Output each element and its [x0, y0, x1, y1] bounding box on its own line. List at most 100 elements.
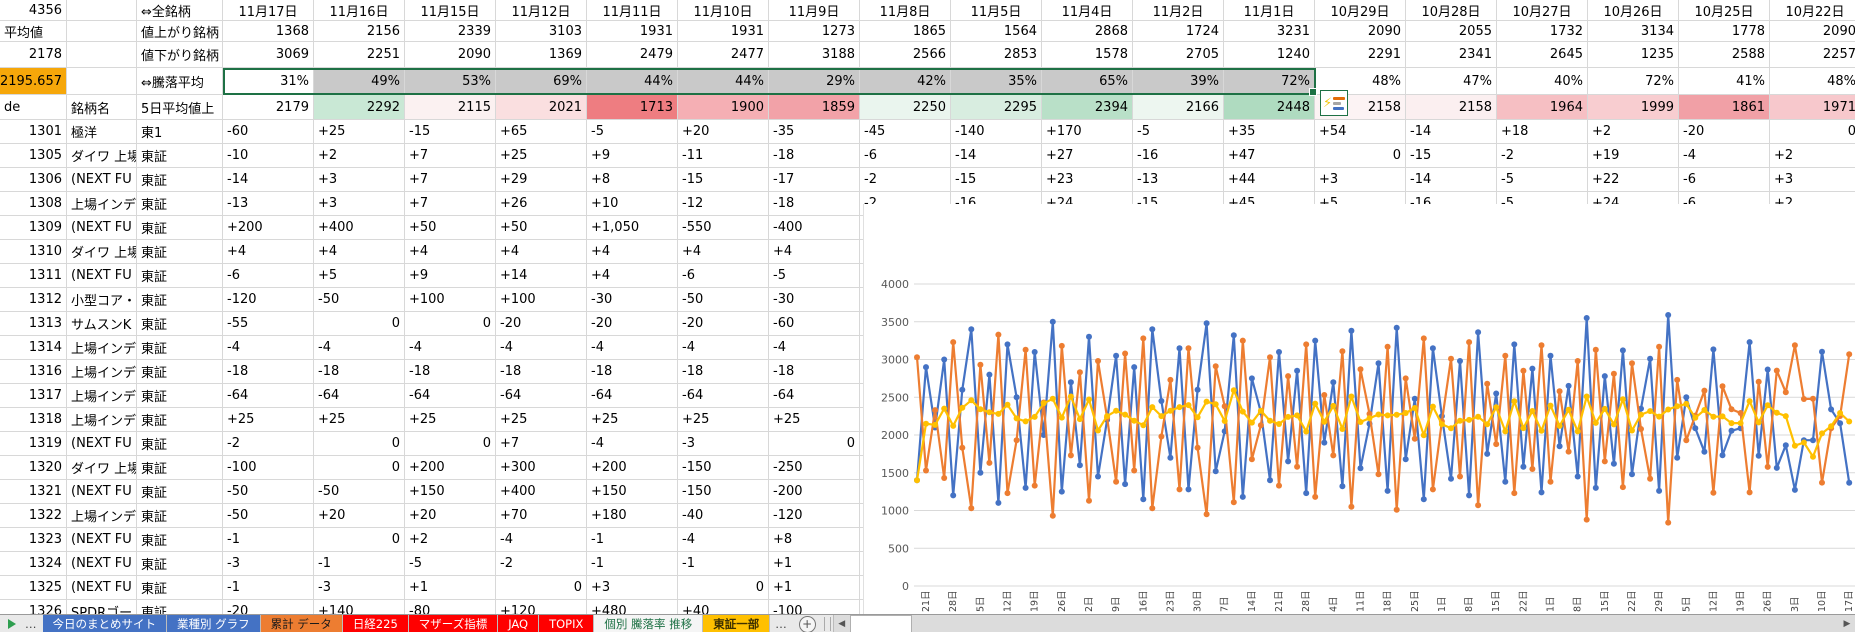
avg5-value-cell[interactable]: 2292	[314, 95, 405, 120]
stock-value-cell[interactable]: 0	[314, 456, 405, 480]
date-header-cell[interactable]: 11月10日	[678, 0, 769, 21]
stock-value-cell[interactable]: +7	[405, 144, 496, 168]
stock-value-cell[interactable]: +20	[678, 120, 769, 144]
stock-value-cell[interactable]: -6	[860, 144, 951, 168]
avg5-value-cell[interactable]: 2179	[223, 95, 314, 120]
avg5-value-cell[interactable]: 2166	[1133, 95, 1224, 120]
stock-value-cell[interactable]: -18	[496, 360, 587, 384]
stock-value-cell[interactable]: -50	[223, 480, 314, 504]
percent-cell[interactable]: 40%	[1497, 68, 1588, 95]
stock-value-cell[interactable]: -11	[678, 144, 769, 168]
advancers-count-cell[interactable]: 2090	[1315, 21, 1406, 42]
stock-value-cell[interactable]: -18	[769, 144, 860, 168]
scroll-left-icon[interactable]: ◀	[833, 615, 850, 632]
decliners-count-cell[interactable]: 2705	[1133, 42, 1224, 68]
stock-code-cell[interactable]: 1316	[0, 360, 67, 384]
stock-value-cell[interactable]: -4	[405, 336, 496, 360]
stock-value-cell[interactable]: -50	[314, 480, 405, 504]
stock-value-cell[interactable]: -200	[769, 480, 860, 504]
avg5-value-cell[interactable]: 1999	[1588, 95, 1679, 120]
stock-value-cell[interactable]: -30	[769, 288, 860, 312]
decliners-count-cell[interactable]: 2251	[314, 42, 405, 68]
stock-code-cell[interactable]: 1322	[0, 504, 67, 528]
stock-value-cell[interactable]: -15	[678, 168, 769, 192]
percent-cell[interactable]: 72%	[1588, 68, 1679, 95]
stock-value-cell[interactable]: -20	[1679, 120, 1770, 144]
stock-value-cell[interactable]: +170	[1042, 120, 1133, 144]
stock-value-cell[interactable]: -2	[223, 432, 314, 456]
stock-value-cell[interactable]: +2	[314, 144, 405, 168]
avg5-value-cell[interactable]: 1964	[1497, 95, 1588, 120]
stock-market-cell[interactable]: 東証	[137, 504, 223, 528]
stock-code-cell[interactable]: 1309	[0, 216, 67, 240]
stock-market-cell[interactable]: 東証	[137, 432, 223, 456]
sheet-tab[interactable]: 今日のまとめサイト	[42, 615, 167, 632]
stock-market-cell[interactable]: 東証	[137, 144, 223, 168]
stock-value-cell[interactable]: -10	[223, 144, 314, 168]
advancers-count-cell[interactable]: 3103	[496, 21, 587, 42]
stock-name-cell[interactable]: 上場インデ	[67, 408, 137, 432]
stock-value-cell[interactable]: -1	[223, 528, 314, 552]
decliners-count-cell[interactable]: 1235	[1588, 42, 1679, 68]
stock-value-cell[interactable]: -5	[769, 264, 860, 288]
stock-value-cell[interactable]: -50	[223, 504, 314, 528]
stock-value-cell[interactable]: -60	[769, 312, 860, 336]
tab-scroll-splitter[interactable]	[823, 617, 831, 631]
date-header-cell[interactable]: 10月25日	[1679, 0, 1770, 21]
stock-value-cell[interactable]: +400	[496, 480, 587, 504]
percent-cell[interactable]: 53%	[405, 68, 496, 95]
stock-value-cell[interactable]: -120	[223, 288, 314, 312]
stock-market-cell[interactable]: 東証	[137, 168, 223, 192]
avg5-value-cell[interactable]: 2250	[860, 95, 951, 120]
stock-value-cell[interactable]: +5	[314, 264, 405, 288]
stock-market-cell[interactable]: 東証	[137, 192, 223, 216]
scrollbar-thumb[interactable]	[849, 615, 912, 632]
stock-value-cell[interactable]: 0	[1315, 144, 1406, 168]
empty-cell[interactable]	[67, 21, 137, 42]
stock-value-cell[interactable]: -2	[1497, 144, 1588, 168]
stock-value-cell[interactable]: +2	[1770, 144, 1855, 168]
percent-cell[interactable]: 49%	[314, 68, 405, 95]
stock-value-cell[interactable]: -64	[678, 384, 769, 408]
sheet-tab-active[interactable]: 東証一部	[703, 615, 771, 632]
stock-value-cell[interactable]: -18	[314, 360, 405, 384]
stock-value-cell[interactable]: -250	[769, 456, 860, 480]
percent-cell[interactable]: 41%	[1679, 68, 1770, 95]
advancers-count-cell[interactable]: 1732	[1497, 21, 1588, 42]
stock-name-cell[interactable]: (NEXT FU	[67, 576, 137, 600]
stock-name-cell[interactable]: ダイワ 上場	[67, 240, 137, 264]
stock-code-cell[interactable]: 1325	[0, 576, 67, 600]
stock-value-cell[interactable]: 0	[496, 576, 587, 600]
stock-value-cell[interactable]: +8	[769, 528, 860, 552]
empty-cell[interactable]	[67, 68, 137, 95]
decliners-count-cell[interactable]: 2566	[860, 42, 951, 68]
percent-cell[interactable]: 69%	[496, 68, 587, 95]
stock-value-cell[interactable]: +4	[678, 240, 769, 264]
average-label-cell[interactable]: 平均値	[0, 21, 67, 42]
advancers-count-cell[interactable]: 1865	[860, 21, 951, 42]
name-label-cell[interactable]: 銘柄名	[67, 95, 137, 120]
stock-value-cell[interactable]: +4	[314, 240, 405, 264]
stock-value-cell[interactable]: -550	[678, 216, 769, 240]
stock-value-cell[interactable]: +7	[405, 168, 496, 192]
date-header-cell[interactable]: 11月12日	[496, 0, 587, 21]
stock-value-cell[interactable]: +2	[1588, 120, 1679, 144]
percent-cell[interactable]: 35%	[951, 68, 1042, 95]
stock-value-cell[interactable]: +2	[405, 528, 496, 552]
total-issues-cell[interactable]: 4356	[0, 0, 67, 21]
advancers-count-cell[interactable]: 1564	[951, 21, 1042, 42]
decliners-count-cell[interactable]: 2257	[1770, 42, 1855, 68]
stock-value-cell[interactable]: -17	[769, 168, 860, 192]
avg5-value-cell[interactable]: 1713	[587, 95, 678, 120]
stock-name-cell[interactable]: ダイワ 上場	[67, 144, 137, 168]
decliners-count-cell[interactable]: 1369	[496, 42, 587, 68]
stock-value-cell[interactable]: +19	[1588, 144, 1679, 168]
stock-value-cell[interactable]: -64	[769, 384, 860, 408]
stock-value-cell[interactable]: -40	[678, 504, 769, 528]
stock-value-cell[interactable]: -15	[951, 168, 1042, 192]
advancers-count-cell[interactable]: 1778	[1679, 21, 1770, 42]
stock-value-cell[interactable]: +1	[769, 576, 860, 600]
stock-value-cell[interactable]: +3	[1315, 168, 1406, 192]
stock-value-cell[interactable]: -20	[587, 312, 678, 336]
stock-value-cell[interactable]: -4	[587, 432, 678, 456]
